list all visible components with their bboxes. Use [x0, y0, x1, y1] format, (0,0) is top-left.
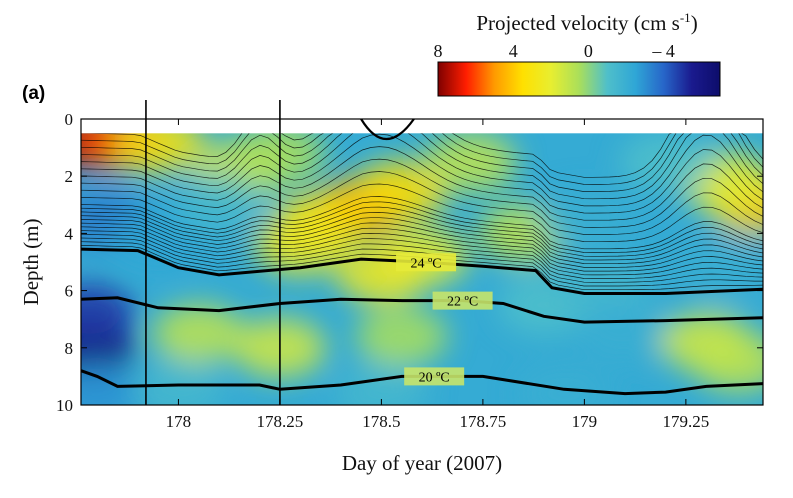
colorbar-tick-label: 8	[434, 41, 443, 61]
velocity-blob	[425, 132, 517, 192]
no-data-band	[81, 119, 763, 133]
velocity-blob	[579, 304, 671, 364]
velocity-blob	[43, 283, 135, 343]
y-tick-label: 8	[65, 339, 74, 358]
colorbar-tick-label: – 4	[651, 41, 675, 61]
colorbar-tick-labels: 8 4 0 – 4	[434, 41, 675, 61]
velocity-blob	[356, 306, 448, 366]
x-tick-label: 178.25	[257, 412, 304, 431]
panel-label: (a)	[22, 83, 45, 104]
colorbar-tick-label: 0	[584, 41, 593, 61]
y-tick-label: 0	[65, 110, 74, 129]
x-tick-label: 178.5	[362, 412, 400, 431]
x-tick-label: 179	[572, 412, 598, 431]
y-tick-label: 4	[65, 224, 74, 243]
velocity-blob	[153, 304, 245, 364]
velocity-blob	[693, 332, 785, 392]
colorbar-tick-label: 4	[509, 41, 518, 61]
x-tick-label: 179.25	[662, 412, 709, 431]
x-axis-label: Day of year (2007)	[342, 451, 502, 475]
plot-area: 24 ºC 22 ºC 20 ºC 178 178.25 178.5 178.75 179 1…	[35, 100, 793, 431]
isotherm-label: 22 ºC	[447, 295, 478, 310]
velocity-blob	[335, 243, 427, 303]
isotherm-label: 20 ºC	[419, 370, 450, 385]
velocity-blob	[173, 175, 265, 235]
colorbar: Projected velocity (cm s-1) 8 4 0 – 4	[434, 10, 721, 96]
colorbar-bar	[438, 62, 720, 96]
x-tick-label: 178.75	[460, 412, 507, 431]
colorbar-title: Projected velocity (cm s-1)	[476, 10, 697, 35]
y-axis-label: Depth (m)	[19, 219, 43, 306]
y-tick-label: 6	[65, 282, 74, 301]
y-tick-label: 2	[65, 167, 74, 186]
y-tick-label: 10	[56, 396, 73, 415]
x-tick-label: 178	[166, 412, 192, 431]
isotherm-label: 24 ºC	[410, 256, 441, 271]
